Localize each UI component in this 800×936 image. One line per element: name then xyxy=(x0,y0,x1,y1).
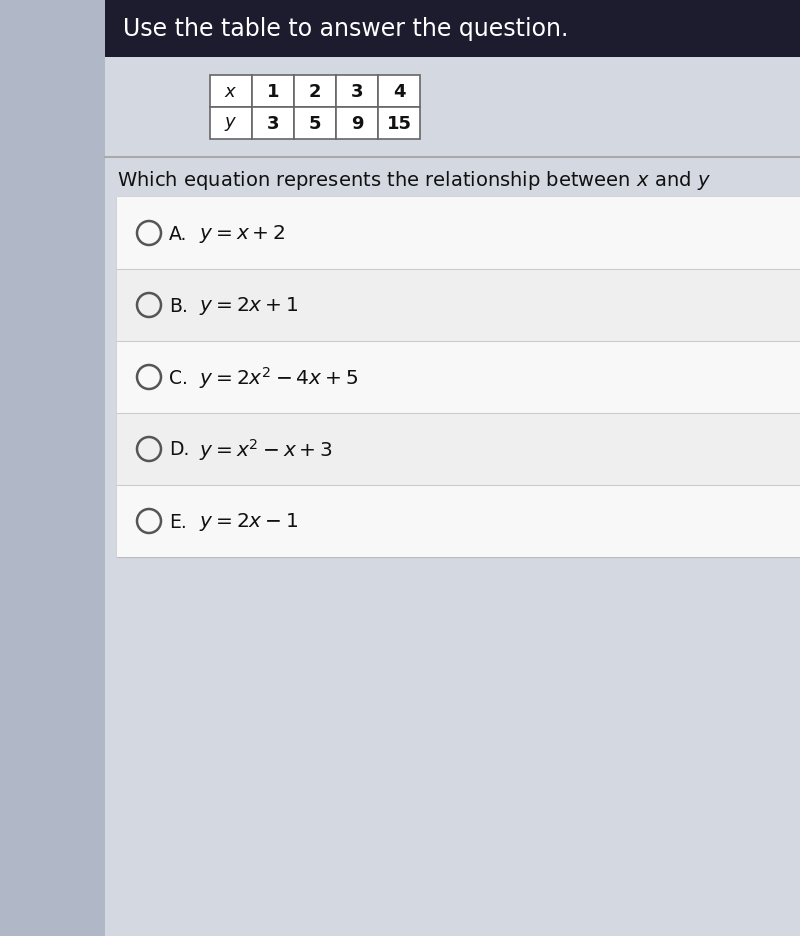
Text: 5: 5 xyxy=(309,115,322,133)
FancyBboxPatch shape xyxy=(378,76,420,108)
Text: 1: 1 xyxy=(266,83,279,101)
FancyBboxPatch shape xyxy=(294,76,336,108)
Text: $y = 2x + 1$: $y = 2x + 1$ xyxy=(199,295,298,316)
Text: $x$: $x$ xyxy=(224,83,238,101)
Text: 3: 3 xyxy=(350,83,363,101)
Text: $y = 2x - 1$: $y = 2x - 1$ xyxy=(199,510,298,533)
Text: B.: B. xyxy=(169,296,188,315)
FancyBboxPatch shape xyxy=(0,0,105,936)
Text: 9: 9 xyxy=(350,115,363,133)
FancyBboxPatch shape xyxy=(252,108,294,139)
FancyBboxPatch shape xyxy=(294,108,336,139)
FancyBboxPatch shape xyxy=(117,197,800,270)
Text: $y = 2x^2 - 4x + 5$: $y = 2x^2 - 4x + 5$ xyxy=(199,365,358,390)
FancyBboxPatch shape xyxy=(210,108,252,139)
Text: 3: 3 xyxy=(266,115,279,133)
FancyBboxPatch shape xyxy=(252,76,294,108)
FancyBboxPatch shape xyxy=(105,0,800,936)
Text: Which equation represents the relationship between $x$ and $y$: Which equation represents the relationsh… xyxy=(117,168,711,191)
Text: C.: C. xyxy=(169,368,188,388)
Text: Use the table to answer the question.: Use the table to answer the question. xyxy=(123,17,568,41)
FancyBboxPatch shape xyxy=(117,414,800,486)
Text: $y = x + 2$: $y = x + 2$ xyxy=(199,223,286,244)
Text: A.: A. xyxy=(169,225,187,243)
Text: 4: 4 xyxy=(393,83,406,101)
FancyBboxPatch shape xyxy=(117,342,800,414)
Text: E.: E. xyxy=(169,512,186,531)
FancyBboxPatch shape xyxy=(117,486,800,558)
Text: $y = x^2 - x + 3$: $y = x^2 - x + 3$ xyxy=(199,436,333,462)
Text: 2: 2 xyxy=(309,83,322,101)
Text: D.: D. xyxy=(169,440,190,459)
FancyBboxPatch shape xyxy=(105,0,800,58)
FancyBboxPatch shape xyxy=(378,108,420,139)
FancyBboxPatch shape xyxy=(117,270,800,342)
Text: $y$: $y$ xyxy=(224,115,238,133)
FancyBboxPatch shape xyxy=(117,197,800,558)
FancyBboxPatch shape xyxy=(210,76,252,108)
FancyBboxPatch shape xyxy=(336,108,378,139)
Text: 15: 15 xyxy=(386,115,411,133)
FancyBboxPatch shape xyxy=(336,76,378,108)
